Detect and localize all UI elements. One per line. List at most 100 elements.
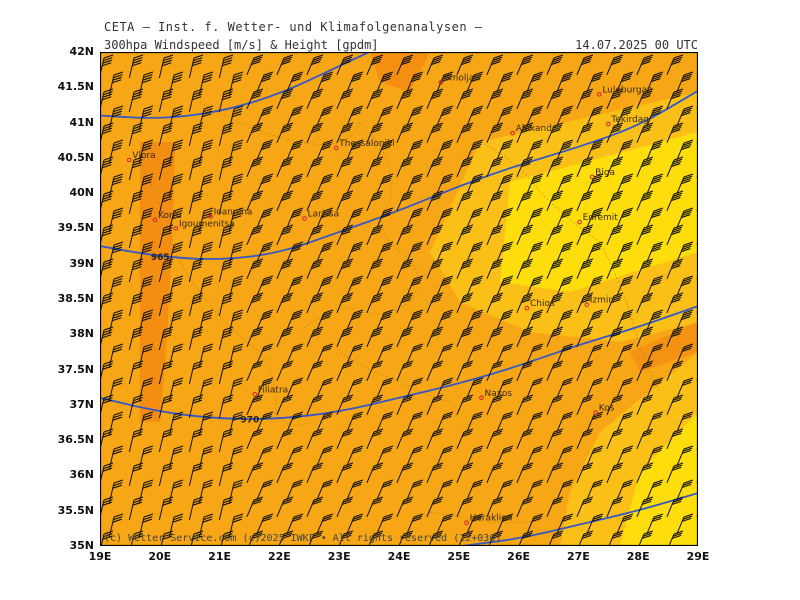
wind-barb: [576, 122, 594, 144]
wind-barb: [636, 462, 654, 484]
wind-barb: [676, 275, 694, 297]
wind-barb: [218, 394, 234, 419]
wind-barb: [366, 496, 384, 518]
wind-barb: [256, 343, 274, 365]
wind-barb: [546, 462, 564, 484]
wind-barb: [576, 496, 594, 518]
wind-barb: [188, 258, 204, 283]
wind-barb: [256, 513, 274, 535]
wind-barb: [256, 207, 274, 229]
wind-barb: [666, 292, 684, 314]
wind-barb: [576, 190, 594, 212]
wind-barb: [218, 360, 234, 385]
wind-barb: [586, 275, 604, 297]
wind-barb: [286, 377, 304, 399]
wind-barb: [218, 292, 234, 317]
wind-barb: [128, 428, 144, 453]
wind-barb: [496, 71, 514, 93]
wind-barb: [406, 309, 424, 331]
wind-barb: [108, 275, 124, 300]
wind-barb: [128, 156, 144, 181]
wind-barb: [576, 88, 594, 110]
wind-barb: [286, 479, 304, 501]
wind-barb: [666, 360, 684, 382]
wind-barb: [286, 275, 304, 297]
wind-barb: [526, 71, 544, 93]
wind-barb: [108, 139, 124, 164]
wind-barb: [668, 530, 684, 546]
institute-title: CETA — Inst. f. Wetter- und Klimafolgena…: [104, 20, 483, 34]
wind-barb: [108, 71, 124, 96]
wind-barb: [428, 530, 444, 546]
wind-barb: [636, 156, 654, 178]
wind-barb: [336, 156, 354, 178]
wind-barb: [516, 190, 534, 212]
wind-barb: [218, 54, 234, 79]
wind-barb: [168, 479, 184, 504]
wind-barb: [228, 513, 244, 538]
wind-barb: [466, 377, 484, 399]
wind-barb: [486, 394, 504, 416]
wind-barb: [246, 462, 264, 484]
latitude-tick-label: 35.5N: [57, 503, 94, 517]
wind-barb: [496, 445, 514, 467]
wind-barb: [406, 173, 424, 195]
city-label: Korfu: [158, 211, 182, 221]
wind-barb: [158, 224, 174, 249]
wind-barb: [636, 326, 654, 348]
wind-barb: [188, 122, 204, 147]
wind-barb: [556, 343, 574, 365]
wind-barb: [198, 343, 214, 368]
wind-barb: [256, 275, 274, 297]
wind-barb: [556, 377, 574, 399]
wind-barb: [366, 122, 384, 144]
wind-barb: [496, 479, 514, 501]
city-marker: Tekirdag: [606, 115, 649, 127]
wind-barb: [336, 292, 354, 314]
wind-barb: [666, 190, 684, 212]
wind-barb: [466, 445, 484, 467]
wind-barb: [456, 88, 474, 110]
wind-barb: [526, 445, 544, 467]
longitude-tick-label: 25E: [447, 550, 471, 563]
wind-barb: [586, 241, 604, 263]
wind-barb: [606, 462, 624, 484]
wind-barb: [426, 496, 444, 518]
wind-barb: [666, 394, 684, 416]
wind-barb: [516, 258, 534, 280]
city-label: Chios: [530, 299, 555, 309]
wind-barb: [646, 71, 664, 93]
wind-barb: [546, 88, 564, 110]
wind-barb: [246, 394, 264, 416]
wind-barb: [138, 343, 154, 368]
wind-barb: [456, 462, 474, 484]
wind-barb: [406, 377, 424, 399]
wind-barb: [248, 530, 264, 546]
wind-barb: [316, 445, 334, 467]
city-label: Thessaloniki: [338, 139, 395, 149]
wind-barb: [256, 445, 274, 467]
wind-barb: [376, 173, 394, 195]
wind-barb: [578, 530, 594, 546]
wind-barb: [168, 445, 184, 470]
wind-barb: [218, 224, 234, 249]
wind-barb: [556, 513, 574, 535]
wind-barb: [426, 224, 444, 246]
wind-barb: [398, 530, 414, 546]
wind-barb: [316, 71, 334, 93]
wind-barb: [138, 513, 154, 538]
city-labels: Smoljan Luleburgaz Tekirdag Alexandr. Thessa…: [127, 73, 652, 526]
wind-barb: [396, 360, 414, 382]
wind-barb: [376, 445, 394, 467]
wind-barb: [556, 445, 574, 467]
wind-barb: [516, 462, 534, 484]
wind-barb: [606, 122, 624, 144]
city-marker: Korfu: [152, 211, 182, 223]
city-label: Ioannina: [214, 207, 253, 217]
wind-barb: [546, 326, 564, 348]
wind-barb: [486, 156, 504, 178]
wind-barb: [316, 105, 334, 127]
wind-barb: [376, 377, 394, 399]
wind-barb: [218, 428, 234, 453]
wind-barb: [616, 445, 634, 467]
